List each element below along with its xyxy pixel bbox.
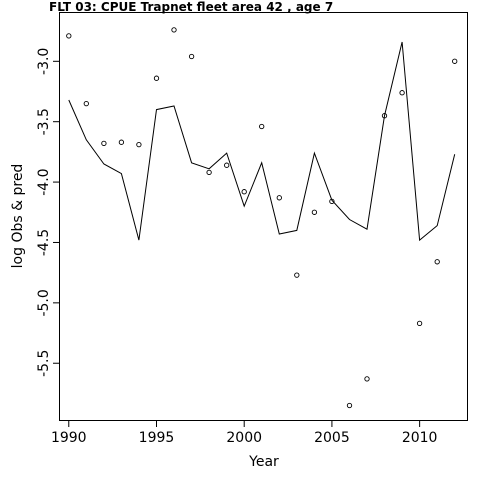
data-point bbox=[66, 33, 72, 39]
observed-series-points bbox=[66, 27, 458, 409]
data-point bbox=[224, 162, 230, 168]
data-point bbox=[364, 376, 370, 382]
y-tick-label: -4.0 bbox=[36, 168, 52, 195]
data-point bbox=[153, 75, 160, 81]
data-point bbox=[381, 113, 388, 119]
data-point bbox=[294, 272, 300, 278]
data-point bbox=[452, 58, 458, 64]
y-tick-label: -3.5 bbox=[36, 108, 52, 135]
data-point bbox=[136, 141, 142, 148]
data-point bbox=[188, 53, 195, 60]
data-point bbox=[416, 320, 423, 327]
data-point bbox=[346, 402, 353, 409]
data-point bbox=[399, 90, 405, 96]
data-point bbox=[101, 140, 107, 147]
data-point bbox=[118, 139, 125, 145]
y-axis-title: log Obs & pred bbox=[10, 164, 26, 269]
plot-frame bbox=[59, 12, 468, 421]
y-tick-label: -4.5 bbox=[36, 229, 52, 256]
data-point bbox=[171, 27, 177, 33]
data-point bbox=[311, 209, 318, 215]
x-axis-title: Year bbox=[248, 454, 279, 470]
x-tick-label: 2010 bbox=[402, 430, 438, 446]
data-point bbox=[329, 198, 335, 205]
x-tick-label: 1990 bbox=[51, 430, 87, 446]
data-point bbox=[434, 259, 440, 265]
x-axis: 1990 1995 2000 2005 2010 bbox=[51, 420, 438, 446]
y-tick-label: -5.0 bbox=[36, 289, 52, 316]
data-point bbox=[83, 100, 89, 107]
data-point bbox=[206, 169, 212, 176]
y-axis: -3.0 -3.5 -4.0 -4.5 -5.0 -5.5 bbox=[36, 48, 60, 377]
data-point bbox=[276, 195, 282, 201]
y-tick-label: -3.0 bbox=[36, 48, 52, 75]
y-tick-label: -5.5 bbox=[36, 350, 52, 377]
data-point bbox=[241, 189, 247, 195]
chart-title: FLT 03: CPUE Trapnet fleet area 42 , age… bbox=[49, 0, 333, 14]
data-point bbox=[259, 123, 265, 130]
x-tick-label: 1995 bbox=[139, 430, 175, 446]
predicted-series-line bbox=[68, 41, 456, 242]
x-tick-label: 2000 bbox=[226, 430, 262, 446]
x-tick-label: 2005 bbox=[314, 430, 350, 446]
